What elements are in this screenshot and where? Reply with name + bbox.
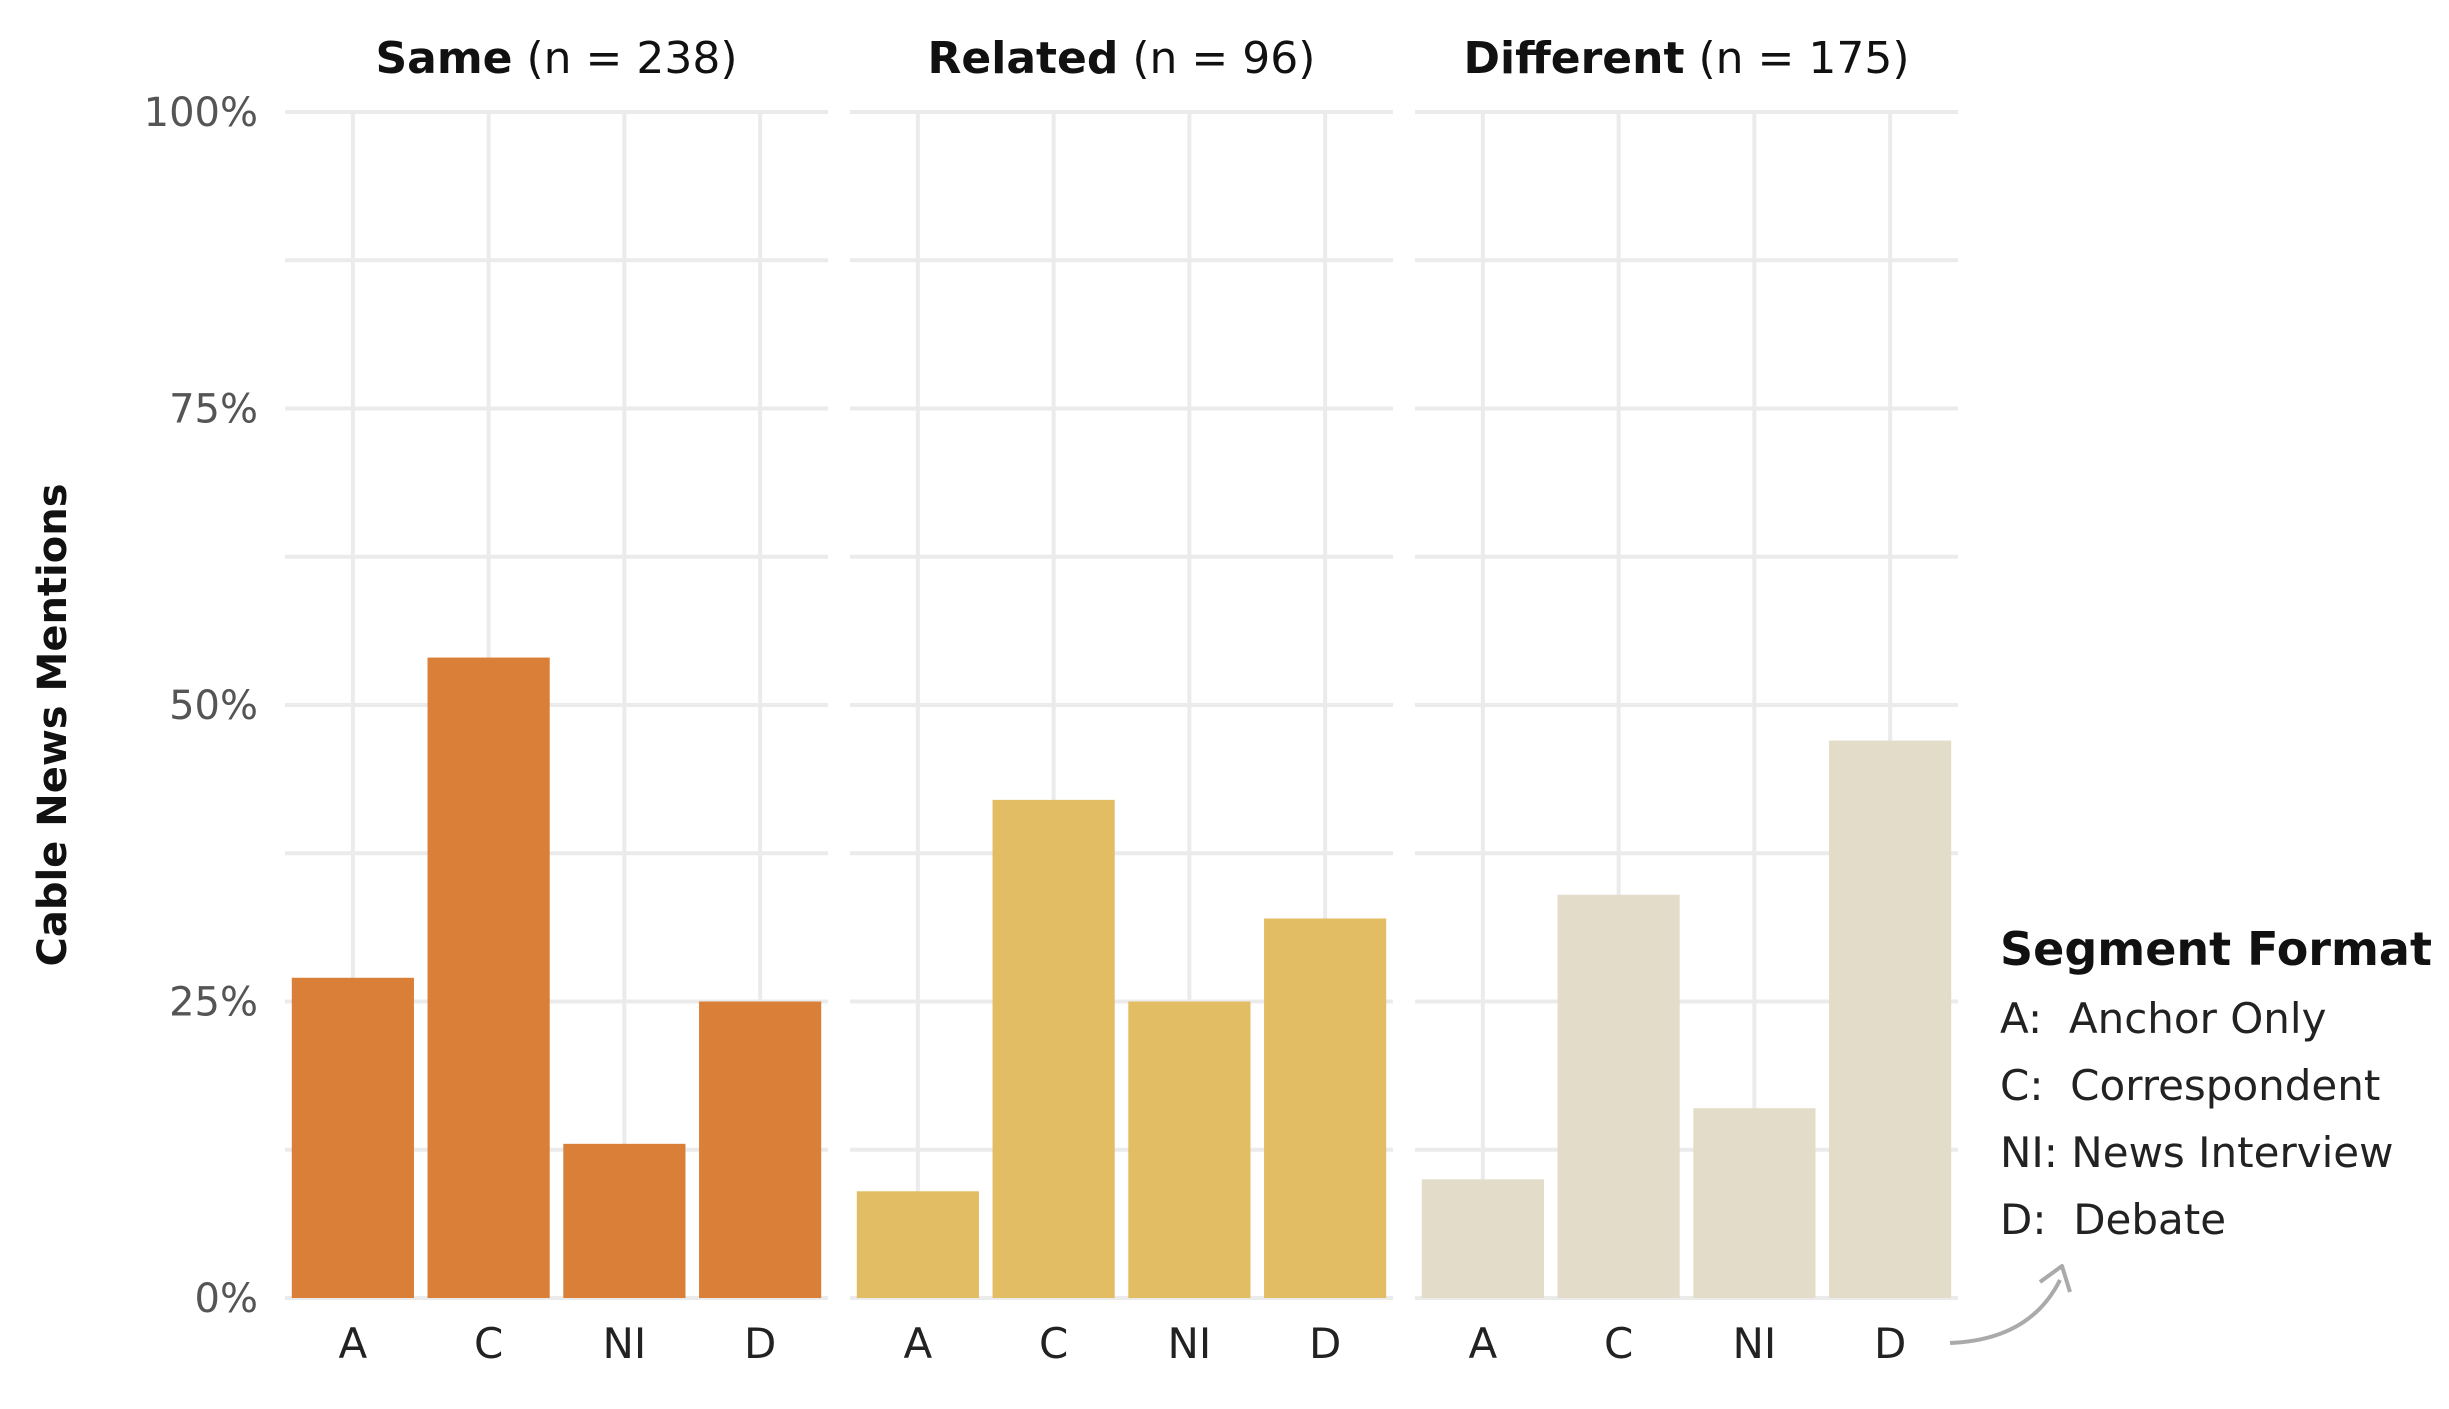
facet-title-different: Different (n = 175)	[1463, 33, 1909, 84]
legend-item-a: A: Anchor Only	[2000, 994, 2326, 1043]
y-axis-label: Cable News Mentions	[30, 483, 76, 966]
x-tick-label: NI	[1732, 1319, 1776, 1368]
y-tick-label: 75%	[169, 387, 258, 433]
legend-arrowhead-icon	[2038, 1264, 2072, 1293]
bar-different-d	[1829, 740, 1952, 1298]
facet-title-n: (n = 238)	[513, 33, 738, 84]
facet-title-related: Related (n = 96)	[928, 33, 1316, 84]
x-tick-label: A	[1469, 1319, 1498, 1368]
facet-title-n: (n = 175)	[1684, 33, 1909, 84]
facet-title-name: Different	[1463, 33, 1684, 84]
bar-related-c	[992, 799, 1115, 1298]
x-tick-label: D	[1309, 1319, 1341, 1368]
legend-title: Segment Format	[2000, 922, 2432, 976]
y-tick-label: 100%	[144, 90, 258, 136]
bar-same-a	[291, 977, 414, 1298]
bar-related-ni	[1128, 1001, 1251, 1298]
text-layer: 0% 25% 50% 75% 100% A C NI D Same (n = 238) A C NI D R…	[144, 33, 1910, 1368]
y-tick-label: 0%	[195, 1276, 258, 1322]
legend-item-d: D: Debate	[2000, 1195, 2226, 1244]
x-tick-label: A	[339, 1319, 368, 1368]
x-tick-label: C	[1039, 1319, 1068, 1368]
x-tick-label: D	[1874, 1319, 1906, 1368]
legend-item-ni: NI: News Interview	[2000, 1128, 2393, 1177]
x-tick-label: A	[904, 1319, 933, 1368]
x-tick-label: C	[474, 1319, 503, 1368]
bar-different-c	[1557, 894, 1680, 1298]
bar-same-d	[699, 1001, 822, 1298]
facet-title-n: (n = 96)	[1118, 33, 1315, 84]
facet-title-name: Same	[375, 33, 512, 84]
bar-related-d	[1264, 918, 1387, 1298]
bars-layer	[291, 657, 1952, 1298]
y-tick-label: 50%	[169, 683, 258, 729]
legend: Segment Format A: Anchor Only C: Corresp…	[1949, 922, 2432, 1345]
bar-different-ni	[1693, 1108, 1816, 1298]
y-tick-label: 25%	[169, 980, 258, 1026]
bar-same-c	[427, 657, 550, 1298]
x-tick-label: D	[744, 1319, 776, 1368]
bar-different-a	[1421, 1179, 1544, 1298]
facet-title-name: Related	[928, 33, 1119, 84]
bar-related-a	[856, 1191, 979, 1298]
legend-arrow-icon	[1949, 1279, 2062, 1345]
x-tick-label: C	[1604, 1319, 1633, 1368]
legend-item-c: C: Correspondent	[2000, 1061, 2380, 1110]
bar-same-ni	[563, 1143, 686, 1298]
x-tick-label: NI	[1167, 1319, 1211, 1368]
x-tick-label: NI	[602, 1319, 646, 1368]
facet-title-same: Same (n = 238)	[375, 33, 737, 84]
